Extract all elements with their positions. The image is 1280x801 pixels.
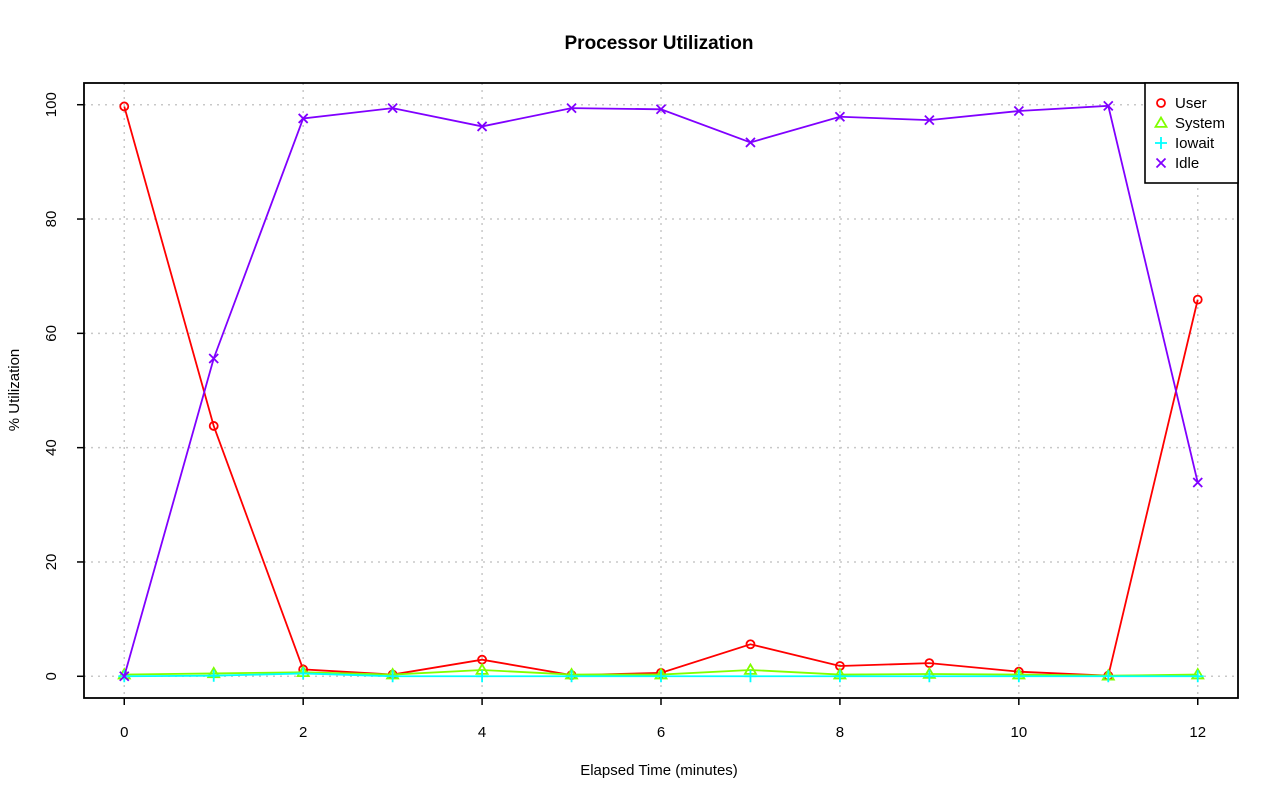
point-idle-9 <box>924 115 935 126</box>
point-user-1 <box>208 421 219 431</box>
chart-title: Processor Utilization <box>565 33 754 54</box>
legend-label-idle: Idle <box>1175 155 1199 172</box>
point-iowait-2 <box>297 667 310 680</box>
y-tick-label-100: 100 <box>43 92 60 117</box>
point-user-0 <box>119 101 130 112</box>
y-axis-label: % Utilization <box>6 349 23 432</box>
legend-marker-idle <box>1155 157 1167 169</box>
point-idle-3 <box>387 103 398 114</box>
point-idle-1 <box>208 353 219 364</box>
point-iowait-9 <box>923 670 936 683</box>
point-idle-7 <box>745 137 756 148</box>
legend-label-system: System <box>1175 115 1225 132</box>
y-tick-label-20: 20 <box>43 554 60 571</box>
point-iowait-7 <box>744 670 757 683</box>
point-idle-2 <box>298 113 309 124</box>
legend-marker-user <box>1156 98 1166 108</box>
point-idle-0 <box>119 671 130 682</box>
legend: User System Iowait Idle <box>1144 82 1239 184</box>
y-axis: 0 20 40 60 80 100 <box>43 92 84 680</box>
point-iowait-8 <box>833 670 846 683</box>
y-tick-label-40: 40 <box>43 439 60 456</box>
point-idle-4 <box>476 121 488 132</box>
point-idle-6 <box>655 104 667 115</box>
y-tick-label-0: 0 <box>43 672 60 680</box>
y-tick-label-60: 60 <box>43 325 60 342</box>
legend-marker-iowait <box>1155 137 1167 149</box>
series-idle <box>119 100 1203 682</box>
point-idle-10 <box>1013 105 1024 117</box>
point-iowait-1 <box>207 669 220 682</box>
x-axis-label: Elapsed Time (minutes) <box>580 762 738 779</box>
point-iowait-6 <box>655 670 667 683</box>
legend-label-user: User <box>1175 95 1207 112</box>
legend-marker-system <box>1153 115 1169 128</box>
point-iowait-10 <box>1012 670 1025 683</box>
series-iowait <box>118 667 1204 683</box>
point-iowait-4 <box>476 670 489 683</box>
grid-lines <box>84 83 1238 698</box>
point-iowait-5 <box>565 670 578 683</box>
point-idle-5 <box>566 103 577 114</box>
y-tick-label-80: 80 <box>43 211 60 228</box>
x-tick-label-10: 10 <box>1010 724 1027 741</box>
x-tick-label-8: 8 <box>836 724 844 741</box>
x-tick-label-2: 2 <box>299 724 307 741</box>
x-tick-label-0: 0 <box>120 724 128 741</box>
point-iowait-3 <box>386 670 399 683</box>
x-tick-label-12: 12 <box>1189 724 1206 741</box>
legend-label-iowait: Iowait <box>1175 135 1215 152</box>
point-idle-11 <box>1103 100 1114 111</box>
point-iowait-12 <box>1191 670 1204 683</box>
point-user-12 <box>1192 294 1203 305</box>
series-layer <box>117 100 1205 683</box>
x-tick-label-6: 6 <box>657 724 665 741</box>
point-user-7 <box>745 639 756 650</box>
point-iowait-11 <box>1102 670 1115 683</box>
point-idle-12 <box>1192 477 1203 488</box>
point-idle-8 <box>834 111 846 122</box>
x-tick-label-4: 4 <box>478 724 486 741</box>
x-axis: 0 2 4 6 8 10 12 <box>120 698 1206 741</box>
